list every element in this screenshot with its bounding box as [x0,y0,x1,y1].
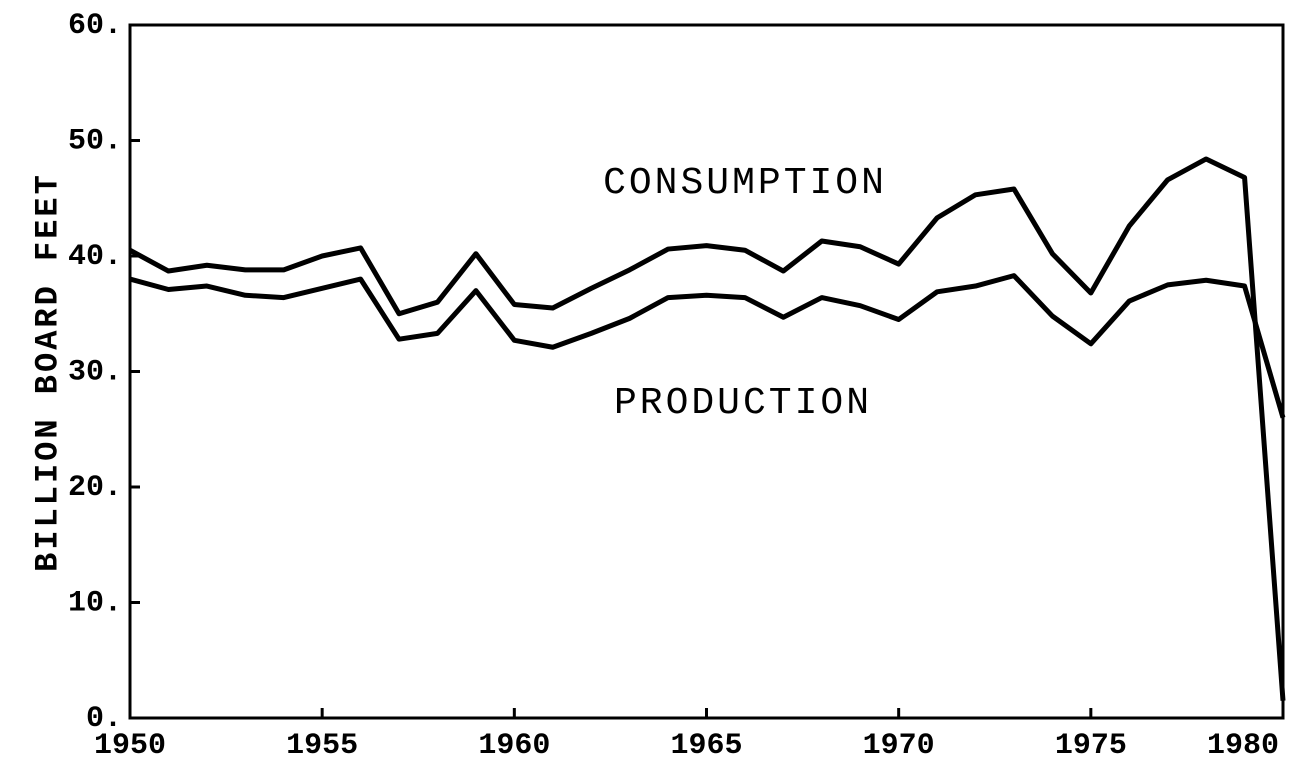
y-tick-label: 50. [68,124,122,158]
x-tick-label: 1960 [478,729,550,763]
plot-frame [128,23,1285,720]
x-tick-label: 1955 [286,729,358,763]
x-tick-label: 1975 [1055,729,1127,763]
line [128,156,1286,701]
series-label: CONSUMPTION [603,162,887,205]
series-label: PRODUCTION [614,382,872,425]
y-tick-label: 40. [68,240,122,274]
x-tick-label: 1950 [94,729,166,763]
y-tick-label: 60. [68,9,122,43]
y-tick-label: 10. [68,586,122,620]
x-tick-label: 1970 [863,729,935,763]
y-tick-label: 0. [86,702,122,736]
line [129,273,1286,419]
x-tick-label: 1980 [1207,729,1279,763]
y-tick-label: 20. [68,471,122,505]
x-tick-label: 1965 [670,729,742,763]
y-axis-label: BILLION BOARD FEET [29,172,66,572]
y-tick-label: 30. [68,355,122,389]
